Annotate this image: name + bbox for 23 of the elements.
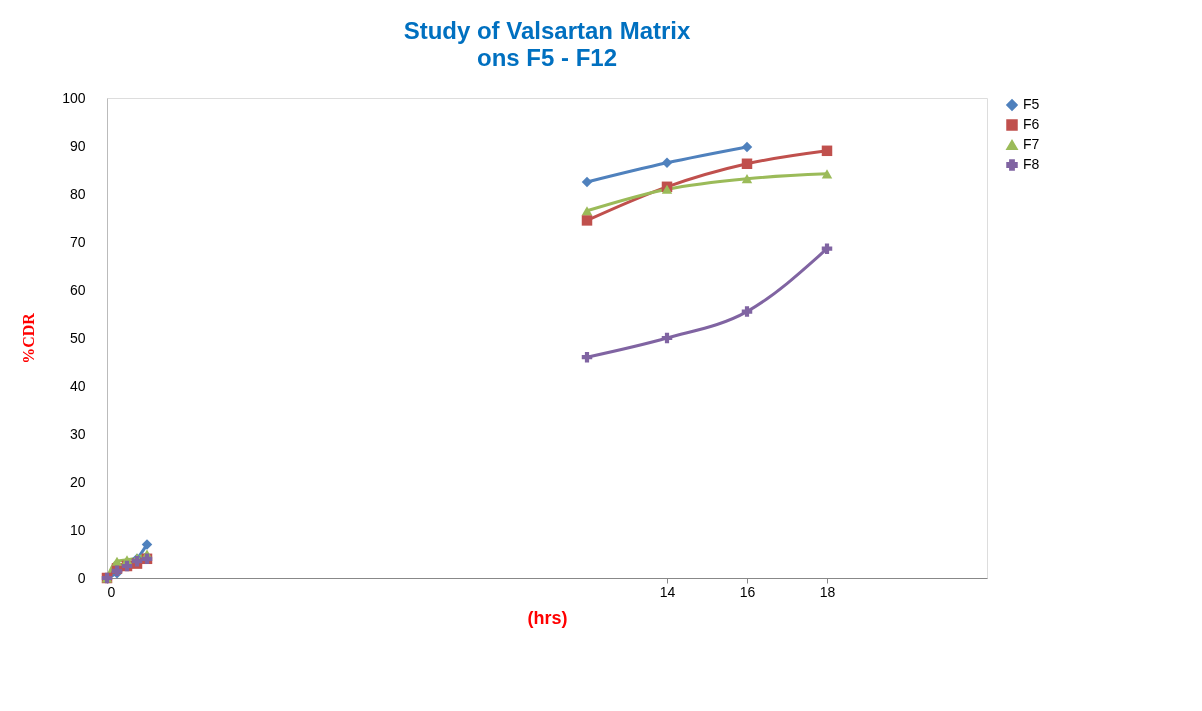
x-tick-label: 16 — [739, 583, 756, 600]
y-tick-label: 0 — [77, 569, 86, 586]
y-tick-label: 20 — [69, 473, 86, 490]
x-axis-title: (hrs) — [527, 607, 568, 628]
y-tick-label: 90 — [69, 137, 86, 154]
y-tick-label: 30 — [69, 425, 86, 442]
legend-label: F7 — [1023, 136, 1040, 152]
y-tick-label: 60 — [69, 281, 86, 298]
legend-label: F6 — [1023, 116, 1040, 132]
y-tick-label: 80 — [69, 185, 86, 202]
legend-label: F8 — [1023, 156, 1040, 172]
y-axis-title: %CDR — [20, 312, 38, 364]
x-tick-label: 0 — [107, 583, 116, 600]
y-tick-label: 70 — [69, 233, 86, 250]
y-tick-label: 50 — [69, 329, 86, 346]
y-tick-label: 10 — [69, 521, 86, 538]
legend-label: F5 — [1023, 96, 1040, 112]
chart-subtitle: ons F5 - F12 — [476, 44, 618, 71]
x-tick-label: 14 — [659, 583, 676, 600]
x-tick-label: 18 — [819, 583, 836, 600]
y-tick-label: 40 — [69, 377, 86, 394]
y-tick-label: 100 — [62, 89, 86, 106]
chart-title: Study of Valsartan Matrix — [403, 17, 692, 44]
